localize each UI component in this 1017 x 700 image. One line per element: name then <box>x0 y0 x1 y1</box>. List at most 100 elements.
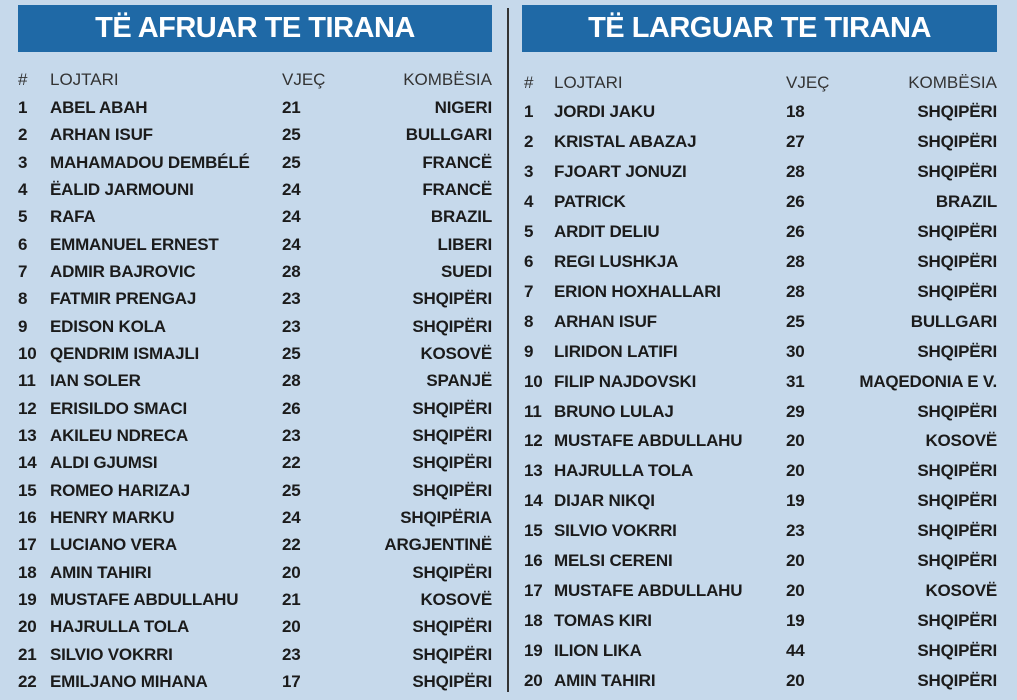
row-number: 12 <box>18 398 37 418</box>
row-number: 17 <box>18 535 37 555</box>
nationality: SHQIPËRI <box>917 641 997 661</box>
age: 26 <box>282 398 301 418</box>
row-number: 10 <box>524 371 543 391</box>
nationality: BRAZIL <box>430 207 492 227</box>
row-number: 19 <box>18 589 37 609</box>
nationality: SHQIPËRI <box>412 617 492 637</box>
nationality: SHQIPËRI <box>412 289 492 309</box>
player-name: ADMIR BAJROVIC <box>50 261 196 281</box>
age: 21 <box>282 589 301 609</box>
row-number: 11 <box>524 401 542 421</box>
player-name: ROMEO HARIZAJ <box>50 480 191 500</box>
age: 28 <box>282 371 301 391</box>
age: 22 <box>282 453 301 473</box>
nationality: KOSOVË <box>925 581 997 601</box>
player-name: MUSTAFE ABDULLAHU <box>554 431 743 451</box>
age: 17 <box>282 671 301 691</box>
row-number: 18 <box>18 562 37 582</box>
age: 27 <box>786 131 805 151</box>
row-number: 16 <box>524 551 543 571</box>
age: 23 <box>282 316 301 336</box>
nationality: KOSOVË <box>420 343 492 363</box>
age: 20 <box>282 562 301 582</box>
age: 25 <box>282 480 301 500</box>
row-number: 3 <box>524 161 534 181</box>
age: 23 <box>282 644 301 664</box>
row-number: 8 <box>18 289 28 309</box>
player-name: EMMANUEL ERNEST <box>50 234 219 254</box>
column-header: # <box>524 73 534 92</box>
row-number: 15 <box>524 521 543 541</box>
age: 25 <box>282 343 301 363</box>
column-header: LOJTARI <box>554 73 623 92</box>
row-number: 5 <box>524 221 534 241</box>
age: 31 <box>786 371 805 391</box>
player-name: ARHAN ISUF <box>554 311 657 331</box>
player-name: ARDIT DELIU <box>554 221 660 241</box>
age: 24 <box>282 207 301 227</box>
row-number: 1 <box>524 102 534 121</box>
row-number: 4 <box>524 191 534 211</box>
nationality: SHQIPËRI <box>917 671 997 691</box>
player-name: EMILJANO MIHANA <box>50 671 208 691</box>
player-name: JORDI JAKU <box>554 102 655 121</box>
column-header: # <box>18 70 28 89</box>
nationality: SHQIPËRI <box>412 671 492 691</box>
age: 23 <box>282 425 301 445</box>
player-name: ERISILDO SMACI <box>50 398 187 418</box>
player-name: FILIP NAJDOVSKI <box>554 371 697 391</box>
player-name: MUSTAFE ABDULLAHU <box>554 581 743 601</box>
nationality: SHQIPËRI <box>917 491 997 511</box>
age: 28 <box>282 261 301 281</box>
age: 22 <box>282 535 301 555</box>
row-number: 10 <box>18 343 37 363</box>
player-name: DIJAR NIKQI <box>554 491 655 511</box>
row-number: 1 <box>18 98 28 117</box>
age: 20 <box>282 617 301 637</box>
nationality: SHQIPËRI <box>917 521 997 541</box>
player-name: TOMAS KIRI <box>554 611 652 631</box>
age: 21 <box>282 98 301 117</box>
player-name: HENRY MARKU <box>50 507 175 527</box>
player-name: AKILEU NDRECA <box>50 425 189 445</box>
nationality: BULLGARI <box>405 125 492 145</box>
player-name: MUSTAFE ABDULLAHU <box>50 589 239 609</box>
row-number: 2 <box>524 131 534 151</box>
nationality: SHQIPËRI <box>917 611 997 631</box>
nationality: NIGERI <box>434 98 493 117</box>
column-header: KOMBËSIA <box>908 73 997 92</box>
nationality: SPANJË <box>426 371 492 391</box>
age: 25 <box>786 311 805 331</box>
nationality: SHQIPËRI <box>412 425 492 445</box>
nationality: SHQIPËRI <box>917 131 997 151</box>
row-number: 22 <box>18 671 37 691</box>
age: 23 <box>282 289 301 309</box>
nationality: SHQIPËRI <box>917 221 997 241</box>
age: 19 <box>786 491 805 511</box>
player-name: FJOART JONUZI <box>554 161 687 181</box>
row-number: 2 <box>18 125 28 145</box>
row-number: 13 <box>18 425 37 445</box>
row-number: 20 <box>18 617 37 637</box>
nationality: BRAZIL <box>935 191 997 211</box>
nationality: LIBERI <box>437 234 492 254</box>
age: 30 <box>786 341 805 361</box>
age: 20 <box>786 671 805 691</box>
age: 28 <box>786 251 805 271</box>
age: 25 <box>282 152 301 172</box>
row-number: 9 <box>18 316 28 336</box>
player-name: FATMIR PRENGAJ <box>50 289 197 309</box>
player-name: SILVIO VOKRRI <box>50 644 173 664</box>
age: 20 <box>786 461 805 481</box>
nationality: SHQIPËRI <box>917 251 997 271</box>
player-name: LUCIANO VERA <box>50 535 177 555</box>
nationality: ARGJENTINË <box>384 535 492 555</box>
age: 18 <box>786 102 805 121</box>
age: 29 <box>786 401 805 421</box>
player-name: MAHAMADOU DEMBÉLÉ <box>50 152 250 172</box>
left-title: TË AFRUAR TE TIRANA <box>18 5 492 52</box>
player-name: ARHAN ISUF <box>50 125 153 145</box>
row-number: 7 <box>524 281 534 301</box>
player-name: MELSI CERENI <box>554 551 673 571</box>
